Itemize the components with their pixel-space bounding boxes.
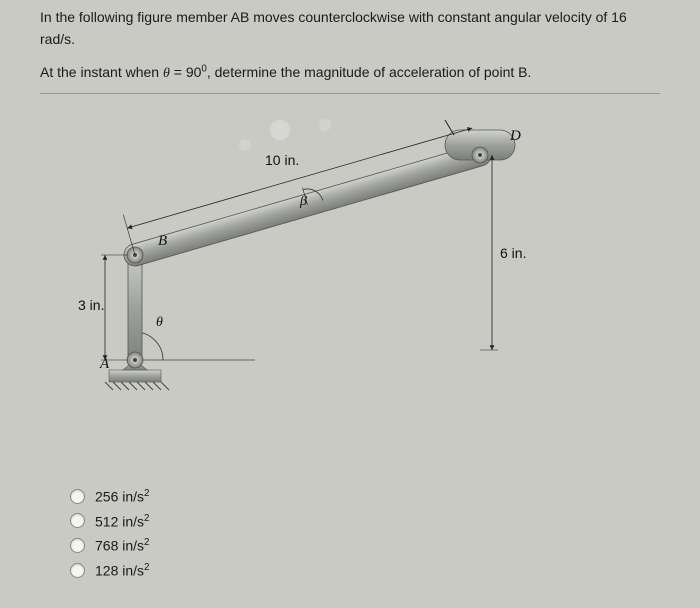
svg-text:D: D [509, 128, 521, 144]
svg-text:6 in.: 6 in. [500, 245, 526, 261]
answer-choices: 256 in/s2 512 in/s2 768 in/s2 128 in/s2 [70, 480, 150, 587]
q2-post: , determine the magnitude of acceleratio… [207, 64, 532, 80]
q2-eq: = 90 [170, 64, 202, 80]
q2-pre: At the instant when [40, 64, 163, 80]
question-line-1: In the following figure member AB moves … [40, 6, 660, 51]
diagram-svg: A B Dθ β 3 in. 10 in. 6 in. [40, 90, 580, 450]
svg-text:3 in.: 3 in. [78, 297, 104, 313]
radio-button[interactable] [70, 538, 85, 553]
radio-button[interactable] [70, 489, 85, 504]
mechanism-diagram: A B Dθ β 3 in. 10 in. 6 in. [40, 90, 580, 450]
radio-button[interactable] [70, 563, 85, 578]
svg-text:θ: θ [156, 315, 163, 330]
answer-row[interactable]: 768 in/s2 [70, 537, 150, 554]
question-line-2: At the instant when θ = 900, determine t… [40, 61, 660, 85]
svg-text:A: A [99, 356, 110, 372]
answer-row[interactable]: 512 in/s2 [70, 513, 150, 530]
answer-label: 512 in/s2 [95, 513, 150, 530]
answer-row[interactable]: 128 in/s2 [70, 562, 150, 579]
page-root: In the following figure member AB moves … [0, 0, 700, 608]
answer-label: 768 in/s2 [95, 537, 150, 554]
question-text: In the following figure member AB moves … [40, 6, 660, 94]
theta-var: θ [163, 66, 170, 81]
answer-label: 256 in/s2 [95, 488, 150, 505]
q1-pre: In the following figure member AB moves … [40, 9, 611, 25]
svg-text:B: B [158, 233, 167, 249]
answer-label: 128 in/s2 [95, 562, 150, 579]
answer-row[interactable]: 256 in/s2 [70, 488, 150, 505]
svg-text:β: β [299, 194, 307, 209]
radio-button[interactable] [70, 513, 85, 528]
svg-text:10 in.: 10 in. [265, 152, 299, 168]
